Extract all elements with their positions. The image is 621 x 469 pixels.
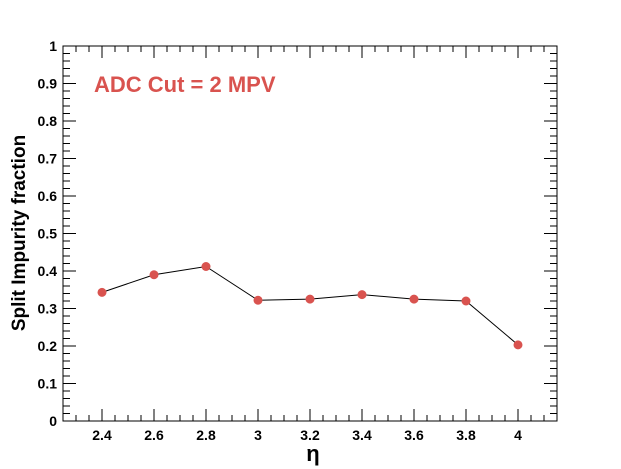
annotation-label: ADC Cut = 2 MPV <box>94 72 276 97</box>
x-tick-label: 2.8 <box>196 427 216 443</box>
series-line <box>101 265 519 346</box>
x-tick-label: 3.6 <box>404 427 424 443</box>
x-tick-label: 2.6 <box>144 427 164 443</box>
x-tick-label: 4 <box>514 427 522 443</box>
data-point <box>149 270 159 280</box>
y-tick-label: 0.3 <box>38 301 58 317</box>
data-point <box>409 294 419 304</box>
y-tick-label: 0.6 <box>38 188 58 204</box>
x-tick-label: 2.4 <box>92 427 112 443</box>
data-point <box>201 262 211 271</box>
plot-frame <box>62 45 558 422</box>
y-tick-label: 0.5 <box>38 226 58 242</box>
y-tick-label: 0.2 <box>38 338 58 354</box>
y-tick-labels: 0 0.1 0.2 0.3 0.4 0.5 0.6 0.7 0.8 0.9 1 <box>38 38 58 429</box>
y-tick-label: 0.1 <box>38 376 58 392</box>
y-tick-label: 0.4 <box>38 263 58 279</box>
y-tick-label: 0.7 <box>38 151 58 167</box>
data-point <box>253 295 263 305</box>
y-tick-label: 1 <box>49 38 57 54</box>
y-tick-label: 0.9 <box>38 76 58 92</box>
data-point <box>97 287 107 297</box>
x-tick-label: 3.8 <box>456 427 476 443</box>
data-point <box>513 340 523 350</box>
x-tick-labels: 2.4 2.6 2.8 3 3.2 3.4 3.6 3.8 4 <box>92 427 522 443</box>
y-tick-label: 0.8 <box>38 113 58 129</box>
data-points <box>97 262 523 350</box>
y-axis-title: Split Impurity fraction <box>9 135 30 331</box>
axis-ticks <box>62 45 558 422</box>
x-tick-label: 3.4 <box>352 427 372 443</box>
x-tick-label: 3 <box>254 427 262 443</box>
data-point <box>357 290 367 300</box>
y-tick-label: 0 <box>49 413 57 429</box>
data-point <box>305 294 315 304</box>
data-point <box>461 296 471 306</box>
x-axis-title: η <box>306 441 319 466</box>
x-tick-label: 3.2 <box>300 427 320 443</box>
